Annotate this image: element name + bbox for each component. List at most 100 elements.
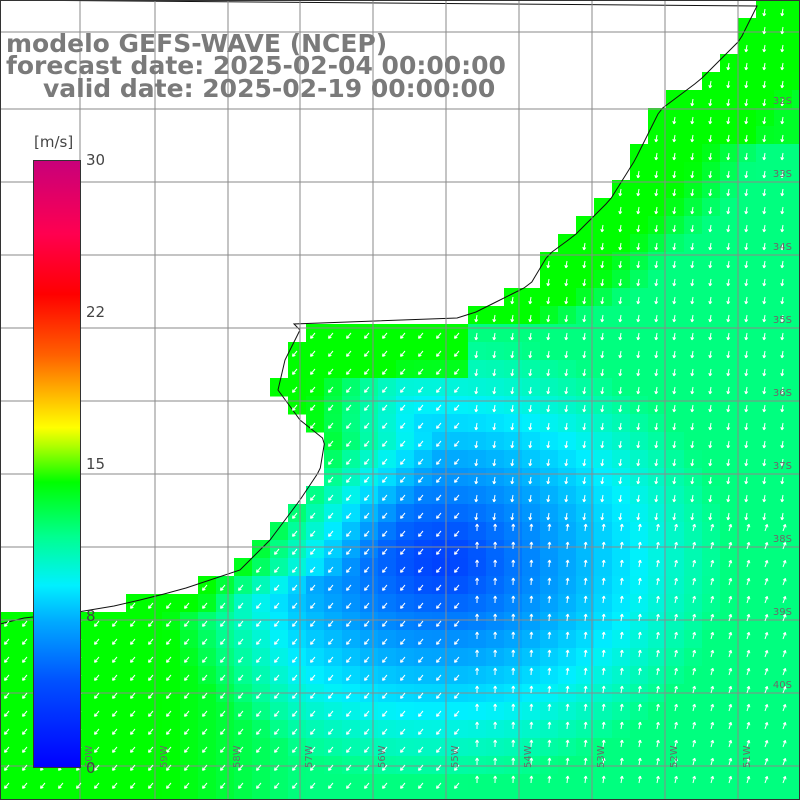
wind-arrow <box>436 422 442 429</box>
speed-cell <box>576 702 595 721</box>
wind-arrow <box>728 595 733 604</box>
wind-arrow <box>328 494 334 501</box>
wind-arrow <box>636 440 641 449</box>
wind-arrow <box>4 656 10 663</box>
speed-cell <box>738 576 757 595</box>
wind-arrow <box>454 674 460 681</box>
wind-arrow <box>726 278 731 287</box>
wind-arrow <box>493 703 498 712</box>
wind-arrow <box>728 703 733 712</box>
wind-arrow <box>292 620 298 627</box>
wind-arrow <box>618 476 623 485</box>
wind-arrow <box>346 656 352 663</box>
wind-arrow <box>726 422 731 431</box>
speed-cell <box>648 774 667 793</box>
wind-arrow <box>764 704 769 712</box>
wind-arrow <box>220 620 226 627</box>
wind-arrow <box>310 656 316 663</box>
wind-arrow <box>565 667 570 676</box>
wind-arrow <box>690 332 695 341</box>
speed-cell <box>720 738 739 757</box>
speed-cell <box>702 666 721 685</box>
speed-cell <box>666 522 685 541</box>
speed-cell <box>720 612 739 631</box>
wind-arrow <box>492 440 497 449</box>
wind-arrow <box>690 404 695 413</box>
wind-arrow <box>618 206 623 215</box>
wind-arrow <box>528 350 533 359</box>
wind-arrow <box>418 602 424 609</box>
wind-arrow <box>782 740 787 748</box>
wind-arrow <box>166 692 172 699</box>
wind-arrow <box>710 775 715 784</box>
wind-arrow <box>619 775 624 784</box>
wind-arrow <box>436 530 442 537</box>
wind-arrow <box>364 584 370 591</box>
speed-cell <box>558 666 577 685</box>
speed-cell <box>684 702 703 721</box>
wind-arrow <box>493 613 498 622</box>
wind-arrow <box>328 728 334 735</box>
wind-arrow <box>780 242 785 251</box>
speed-cell <box>684 792 703 800</box>
wind-arrow <box>346 476 352 483</box>
wind-arrow <box>528 332 533 341</box>
speed-cell <box>666 576 685 595</box>
wind-arrow <box>454 692 460 699</box>
wind-arrow <box>346 422 352 429</box>
wind-arrow <box>310 512 316 519</box>
colorbar-tick-15: 15 <box>86 455 106 473</box>
wind-arrow <box>418 386 424 393</box>
wind-arrow <box>656 685 660 694</box>
wind-arrow <box>400 350 406 357</box>
wind-arrow <box>256 620 262 627</box>
wind-arrow <box>674 757 678 766</box>
wind-arrow <box>780 260 785 269</box>
wind-arrow <box>762 134 767 143</box>
wind-arrow <box>762 242 767 251</box>
speed-cell <box>576 522 595 541</box>
wind-arrow <box>76 782 82 789</box>
wind-arrow <box>328 404 334 411</box>
wind-arrow <box>780 8 785 17</box>
wind-arrow <box>364 494 370 501</box>
speed-cell <box>504 720 523 739</box>
wind-arrow <box>474 440 479 449</box>
wind-arrow <box>310 782 316 789</box>
wind-arrow <box>583 703 588 712</box>
wind-arrow <box>690 134 695 143</box>
speed-cell <box>324 792 343 800</box>
wind-arrow <box>692 559 697 568</box>
speed-cell <box>630 792 649 800</box>
wind-arrow <box>454 512 460 519</box>
wind-arrow <box>310 404 316 411</box>
speed-cell <box>630 720 649 739</box>
wind-arrow <box>511 667 516 676</box>
wind-arrow <box>493 541 498 550</box>
wind-arrow <box>744 188 749 197</box>
wind-arrow <box>654 440 659 449</box>
speed-cell <box>792 144 800 163</box>
wind-arrow <box>130 764 136 771</box>
wind-arrow <box>292 692 298 699</box>
wind-arrow <box>364 458 370 465</box>
wind-arrow <box>672 440 677 449</box>
speed-cell <box>648 576 667 595</box>
speed-cell <box>738 738 757 757</box>
speed-cell <box>504 558 523 577</box>
wind-arrow <box>674 721 678 730</box>
wind-arrow <box>511 559 516 568</box>
wind-arrow <box>475 523 480 532</box>
wind-arrow <box>529 721 534 730</box>
wind-arrow <box>674 775 678 784</box>
wind-arrow <box>493 757 498 766</box>
speed-cell <box>486 576 505 595</box>
wind-arrow <box>744 260 749 269</box>
wind-arrow <box>382 602 388 609</box>
wind-arrow <box>674 523 678 532</box>
wind-arrow <box>762 296 767 305</box>
speed-cell <box>612 756 631 775</box>
wind-arrow <box>454 368 460 375</box>
wind-arrow <box>130 692 136 699</box>
wind-arrow <box>692 649 697 658</box>
